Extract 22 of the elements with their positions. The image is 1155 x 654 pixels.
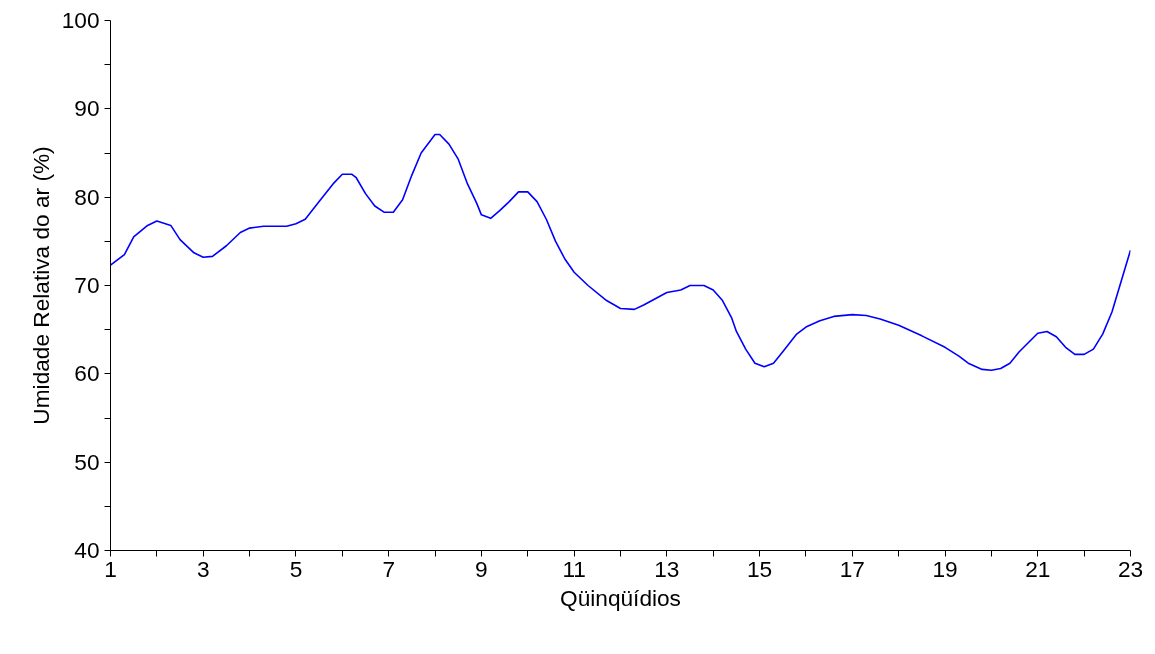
x-tick-label: 1 xyxy=(104,555,117,582)
x-tick-label: 21 xyxy=(1025,555,1051,582)
y-tick-label: 50 xyxy=(74,448,100,475)
x-tick-label: 15 xyxy=(746,555,773,582)
x-tick-label: 13 xyxy=(654,555,680,582)
y-tick-label: 60 xyxy=(74,360,100,387)
x-tick-label: 3 xyxy=(196,555,210,582)
y-tick-label: 80 xyxy=(74,183,100,210)
y-tick-label: 90 xyxy=(74,95,100,122)
y-axis-title: Umidade Relativa do ar (%) xyxy=(27,146,54,425)
y-tick-label: 40 xyxy=(74,537,100,563)
x-tick-label: 7 xyxy=(382,555,395,582)
x-tick-label: 11 xyxy=(562,555,586,582)
x-tick-label: 23 xyxy=(1117,555,1144,582)
x-tick-label: 5 xyxy=(289,555,303,582)
line-series xyxy=(110,133,1131,372)
y-tick-label: 70 xyxy=(74,272,100,298)
y-tick-label: 100 xyxy=(61,7,100,33)
x-tick-label: 19 xyxy=(932,555,958,582)
x-tick-label: 17 xyxy=(839,555,865,582)
x-axis-title: Qüinqüídios xyxy=(560,584,681,611)
x-tick-label: 9 xyxy=(475,555,488,582)
